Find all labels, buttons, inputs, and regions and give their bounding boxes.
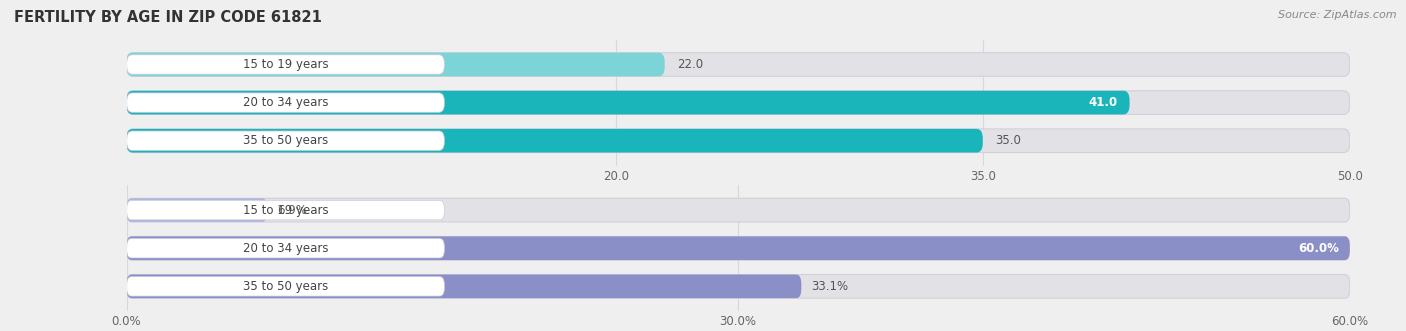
FancyBboxPatch shape (127, 198, 1350, 222)
Text: 35.0: 35.0 (995, 134, 1021, 147)
Text: Source: ZipAtlas.com: Source: ZipAtlas.com (1278, 10, 1396, 20)
FancyBboxPatch shape (127, 236, 1350, 260)
FancyBboxPatch shape (127, 129, 983, 153)
Text: 41.0: 41.0 (1088, 96, 1118, 109)
Text: 22.0: 22.0 (678, 58, 703, 71)
Text: 35 to 50 years: 35 to 50 years (243, 280, 328, 293)
FancyBboxPatch shape (127, 277, 444, 296)
FancyBboxPatch shape (127, 236, 1350, 260)
Text: 20 to 34 years: 20 to 34 years (243, 242, 329, 255)
FancyBboxPatch shape (127, 274, 801, 298)
FancyBboxPatch shape (127, 53, 1350, 76)
Text: 60.0%: 60.0% (1299, 242, 1340, 255)
Text: 35 to 50 years: 35 to 50 years (243, 134, 328, 147)
FancyBboxPatch shape (127, 131, 444, 150)
Text: 20 to 34 years: 20 to 34 years (243, 96, 329, 109)
FancyBboxPatch shape (127, 93, 444, 112)
FancyBboxPatch shape (127, 239, 444, 258)
Text: 15 to 19 years: 15 to 19 years (243, 58, 329, 71)
FancyBboxPatch shape (127, 53, 665, 76)
FancyBboxPatch shape (127, 129, 1350, 153)
FancyBboxPatch shape (127, 274, 1350, 298)
FancyBboxPatch shape (127, 201, 444, 220)
Text: 15 to 19 years: 15 to 19 years (243, 204, 329, 216)
Text: 33.1%: 33.1% (811, 280, 849, 293)
Text: 6.9%: 6.9% (277, 204, 308, 216)
FancyBboxPatch shape (127, 91, 1129, 115)
FancyBboxPatch shape (127, 198, 267, 222)
FancyBboxPatch shape (127, 55, 444, 74)
Text: FERTILITY BY AGE IN ZIP CODE 61821: FERTILITY BY AGE IN ZIP CODE 61821 (14, 10, 322, 25)
FancyBboxPatch shape (127, 91, 1350, 115)
